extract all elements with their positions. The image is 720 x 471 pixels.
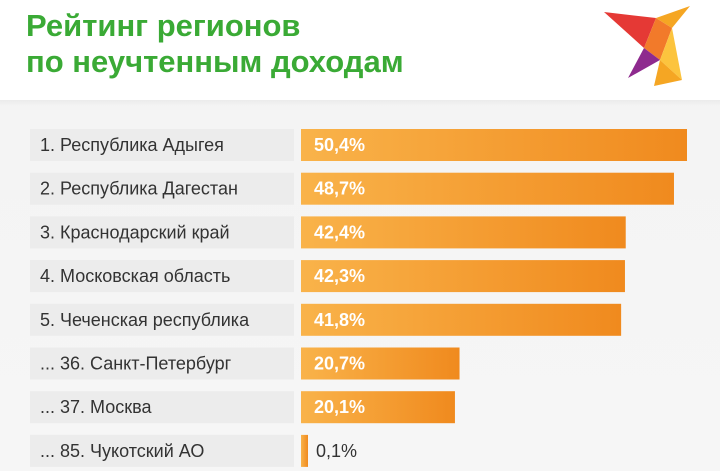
data-label: 42,4% xyxy=(314,222,365,242)
data-label: 41,8% xyxy=(314,310,365,330)
bar xyxy=(301,172,674,205)
category-label-box xyxy=(30,216,294,249)
data-label: 48,7% xyxy=(314,179,365,199)
category-label-box xyxy=(30,434,294,467)
swallow-logo-icon xyxy=(604,6,690,86)
data-label: 20,1% xyxy=(314,397,365,417)
bar xyxy=(301,260,625,293)
category-label-box xyxy=(30,172,294,205)
category-label: 5. Чеченская республика xyxy=(40,310,250,330)
category-label: 1. Республика Адыгея xyxy=(40,135,224,155)
header: Рейтинг регионов по неучтенным доходам xyxy=(0,0,720,100)
bar-row: 3. Краснодарский край 42,4% xyxy=(30,216,626,249)
category-label-box xyxy=(30,129,294,161)
data-label: 0,1% xyxy=(316,441,357,461)
category-label: 4. Московская область xyxy=(40,266,230,286)
bar-row: ... 85. Чукотский АО 0,1% xyxy=(30,434,357,467)
chart-title-line-1: Рейтинг регионов xyxy=(26,8,301,43)
chart-title-line-2: по неучтенным доходам xyxy=(26,44,404,79)
bar-chart: 1. Республика Адыгея 50,4% 2. Республика Д… xyxy=(30,129,687,467)
bar-row: 2. Республика Дагестан 48,7% xyxy=(30,172,674,205)
category-label: 2. Республика Дагестан xyxy=(40,179,238,199)
category-label: ... 85. Чукотский АО xyxy=(40,441,204,461)
category-label: 3. Краснодарский край xyxy=(40,222,230,242)
category-label-box xyxy=(30,347,294,380)
data-label: 50,4% xyxy=(314,135,365,155)
bar-row: 5. Чеченская республика 41,8% xyxy=(30,303,622,336)
data-label: 42,3% xyxy=(314,266,365,286)
bar xyxy=(301,391,455,424)
bar-row: 1. Республика Адыгея 50,4% xyxy=(30,129,687,161)
bar-row: 4. Московская область 42,3% xyxy=(30,260,625,293)
category-label: ... 36. Санкт-Петербург xyxy=(40,354,232,374)
category-label-box xyxy=(30,391,294,424)
bar-row: ... 36. Санкт-Петербург 20,7% xyxy=(30,347,460,380)
bar xyxy=(301,129,687,161)
category-label: ... 37. Москва xyxy=(40,397,152,417)
category-label-box xyxy=(30,260,294,293)
bar xyxy=(301,347,460,380)
bar xyxy=(301,303,622,336)
category-label-box xyxy=(30,303,294,336)
bar-row: ... 37. Москва 20,1% xyxy=(30,391,455,424)
bar xyxy=(301,216,626,249)
bar xyxy=(301,434,308,467)
data-label: 20,7% xyxy=(314,354,365,374)
